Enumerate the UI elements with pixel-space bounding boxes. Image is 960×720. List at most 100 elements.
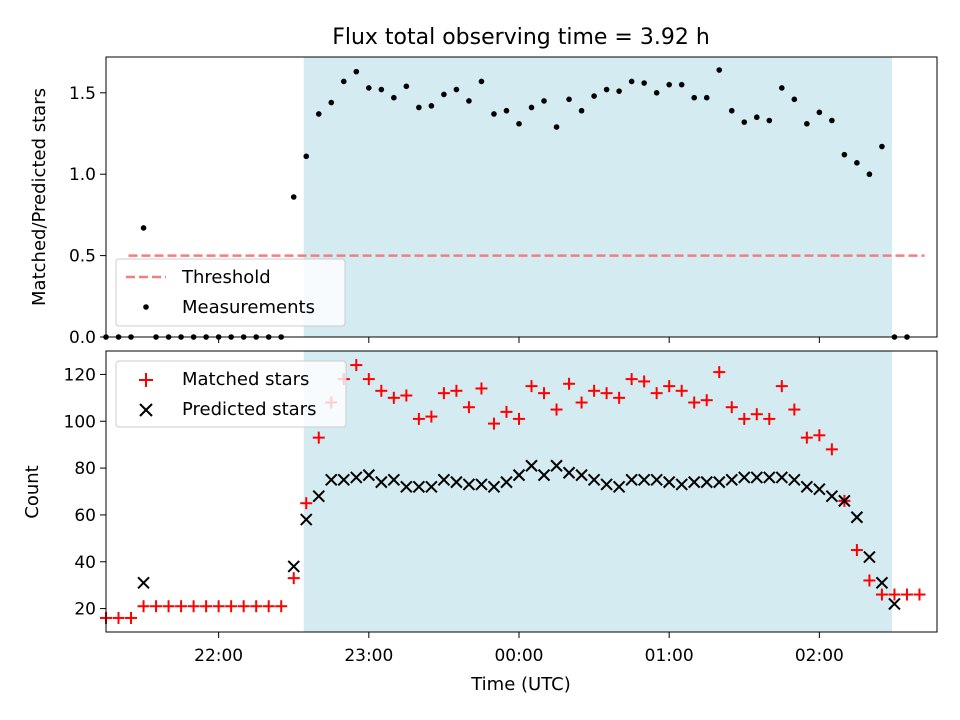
- measurement-point: [391, 94, 397, 101]
- matched-point: [763, 412, 776, 425]
- matched-point: [700, 394, 713, 407]
- top-shaded-region: [303, 57, 892, 337]
- measurement-point: [578, 107, 585, 114]
- predicted-point: [863, 550, 876, 564]
- bottom-y-tick-label: 120: [64, 365, 96, 385]
- predicted-point: [450, 475, 463, 489]
- measurement-point: [791, 96, 798, 103]
- matched-point: [538, 387, 551, 400]
- measurement-point: [854, 160, 860, 166]
- measurement-point: [741, 119, 748, 125]
- measurement-point: [691, 94, 698, 101]
- predicted-point: [512, 468, 526, 482]
- predicted-point: [838, 494, 851, 508]
- matched-point: [650, 387, 663, 400]
- predicted-point: [487, 480, 501, 494]
- predicted-point: [562, 466, 576, 479]
- top-y-tick-label: 0.0: [69, 328, 96, 348]
- matched-point: [275, 600, 288, 613]
- top-panel: 0.0 0.5 1.0 1.5 Matched/Predicted stars Thr…: [29, 56, 938, 348]
- predicted-point: [462, 478, 476, 491]
- measurement-point: [528, 104, 535, 111]
- measurement-point: [553, 124, 560, 130]
- top-y-tick-label: 1.0: [69, 165, 96, 185]
- matched-point: [750, 408, 763, 421]
- predicted-point: [337, 473, 350, 486]
- measurements-legend-marker: [143, 304, 149, 310]
- predicted-point: [675, 478, 688, 491]
- matched-point: [550, 403, 563, 416]
- predicted-point: [662, 475, 676, 489]
- x-tick-label: 23:00: [344, 646, 393, 666]
- measurements-legend-label: Measurements: [182, 297, 315, 318]
- matched-point: [212, 600, 225, 613]
- predicted-point: [688, 475, 701, 489]
- predicted-point: [875, 576, 889, 590]
- predicted-point: [137, 576, 150, 590]
- matched-point: [200, 600, 213, 613]
- predicted-point: [600, 478, 613, 491]
- matched-point: [813, 429, 826, 442]
- predicted-point: [587, 473, 601, 486]
- measurement-point: [753, 114, 760, 121]
- matched-point: [888, 588, 901, 601]
- matched-point: [437, 387, 450, 400]
- predicted-point: [300, 513, 313, 526]
- matched-point: [250, 600, 263, 613]
- measurement-point: [516, 120, 522, 127]
- matched-point: [688, 396, 701, 409]
- matched-point: [125, 611, 138, 624]
- matched-legend-label: Matched stars: [182, 369, 309, 390]
- predicted-point: [375, 475, 388, 489]
- matched-point: [375, 384, 388, 397]
- matched-point: [137, 600, 150, 613]
- matched-point: [225, 600, 238, 613]
- matched-point: [800, 431, 813, 444]
- chart-title: Flux total observing time = 3.92 h: [332, 25, 710, 50]
- matched-point: [738, 412, 751, 425]
- measurement-point: [328, 99, 335, 106]
- measurement-point: [678, 81, 685, 88]
- x-axis-label: Time (UTC): [470, 674, 571, 695]
- x-tick-label: 22:00: [194, 646, 243, 666]
- matched-point: [613, 391, 626, 404]
- matched-point: [675, 384, 688, 397]
- matched-point: [350, 359, 363, 372]
- measurement-point: [491, 111, 497, 117]
- matched-point: [487, 417, 500, 430]
- predicted-point: [425, 480, 438, 494]
- predicted-point: [763, 471, 776, 484]
- measurement-point: [378, 86, 385, 93]
- matched-point: [500, 405, 513, 418]
- predicted-point: [813, 482, 826, 496]
- matched-point: [775, 380, 788, 393]
- matched-legend-marker: [139, 373, 153, 387]
- matched-point: [462, 401, 475, 414]
- matched-point: [863, 574, 876, 587]
- matched-point: [588, 384, 601, 397]
- predicted-point: [888, 597, 901, 611]
- bottom-shaded-region: [303, 351, 892, 632]
- measurement-point: [879, 143, 885, 150]
- measurement-point: [641, 80, 647, 86]
- matched-point: [287, 572, 300, 585]
- matched-point: [913, 588, 926, 601]
- bottom-y-tick-label: 40: [74, 553, 96, 573]
- measurement-point: [766, 117, 773, 124]
- measurement-point: [441, 91, 447, 98]
- predicted-point: [312, 489, 325, 503]
- matched-point: [312, 431, 325, 444]
- matched-point: [175, 600, 188, 613]
- measurement-point: [603, 86, 610, 93]
- bottom-y-axis-label: Count: [22, 465, 43, 518]
- predicted-stars-series: [137, 459, 901, 611]
- measurement-point: [541, 98, 547, 104]
- matched-point: [600, 387, 613, 400]
- predicted-point: [537, 468, 551, 482]
- measurement-point: [303, 153, 310, 160]
- measurement-point: [829, 117, 835, 124]
- matched-point: [625, 373, 638, 386]
- bottom-y-tick-label: 100: [64, 412, 96, 432]
- matched-stars-series: [100, 359, 926, 624]
- predicted-point: [850, 511, 864, 524]
